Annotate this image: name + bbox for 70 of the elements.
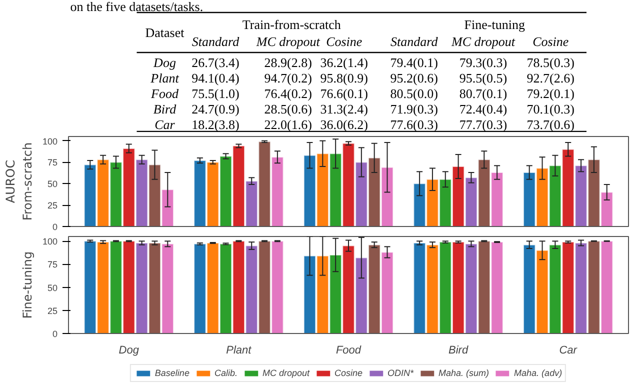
text: AUROC [4,160,18,204]
text: 92.7(2.6) [526,70,574,86]
legend-label: Calib. [214,368,238,378]
text: 80.7(0.1) [459,86,508,101]
text: 28.5(0.6) [264,102,312,116]
x-tick-label: Food [336,344,362,356]
text: on the five datasets/tasks. [70,0,204,14]
text: Cosine [532,34,569,49]
text: 73.7(0.6) [526,117,574,132]
text: 95.5(0.5) [459,70,508,86]
x-tick-label: Dog [118,344,140,356]
text: 72.4(0.4) [459,102,508,116]
y-axis-title: From-scratch [20,142,34,221]
legend-label: ODIN* [388,368,414,378]
text: 78.5(0.3) [526,55,574,70]
text: 22.0(1.6) [264,117,312,132]
text: Fine-tuning [464,17,526,32]
text: 95.8(0.9) [320,70,368,86]
y-tick-label: 25 [47,200,58,211]
text: Plant [150,70,180,86]
x-tick-label: Plant [226,344,252,356]
text: 71.9(0.3) [390,102,438,116]
text: 31.3(2.4) [320,102,368,116]
text: Food [150,86,179,101]
text: Standard [390,34,438,49]
text: MC dropout [255,34,320,49]
text: Dog [152,55,176,70]
text: Bird [153,102,177,116]
y-tick-label: 50 [47,282,58,293]
text: 77.6(0.3) [390,117,438,132]
x-tick-label: Bird [448,344,469,356]
text: 79.3(0.3) [459,55,508,70]
text: 36.2(1.4) [320,55,368,70]
text: 95.2(0.6) [390,70,438,86]
y-tick-label: 0 [52,222,58,232]
y-tick-label: 75 [47,158,58,168]
text: MC dropout [450,34,516,49]
text: Dataset [145,25,185,40]
text: 79.4(0.1) [390,55,438,70]
text: 75.5(1.0) [192,86,240,101]
text: 24.7(0.9) [192,102,240,116]
y-tick-label: 50 [47,179,58,190]
text: 18.2(3.8) [192,117,240,132]
y-tick-label: 100 [42,236,58,247]
y-tick-label: 100 [42,136,58,146]
legend-label: Maha. (adv) [514,368,562,378]
text: Cosine [326,34,362,49]
text: 80.5(0.0) [390,86,438,101]
y-tick-label: 25 [47,306,58,316]
legend-label: Baseline [154,368,190,378]
y-axis-title: Fine-tuning [20,251,34,319]
legend-label: Cosine [334,368,363,378]
text: 28.9(2.8) [264,55,312,70]
text: Car [154,117,176,132]
text: 94.7(0.2) [264,70,312,86]
legend-label: MC dropout [262,368,310,378]
text: 77.7(0.3) [459,117,508,132]
text: Standard [192,34,240,49]
x-tick-label: Car [559,344,578,356]
text: 36.0(6.2) [320,117,368,132]
y-tick-label: 75 [47,260,58,270]
text: Train-from-scratch [242,17,342,32]
text: 79.2(0.1) [526,86,574,101]
legend-label: Maha. (sum) [438,368,490,378]
text: 94.1(0.4) [192,70,240,86]
y-tick-label: 0 [52,329,58,339]
text: 76.4(0.2) [264,86,312,101]
text: 76.6(0.1) [320,86,368,101]
text: 26.7(3.4) [192,55,240,70]
text: 70.1(0.3) [526,102,574,116]
